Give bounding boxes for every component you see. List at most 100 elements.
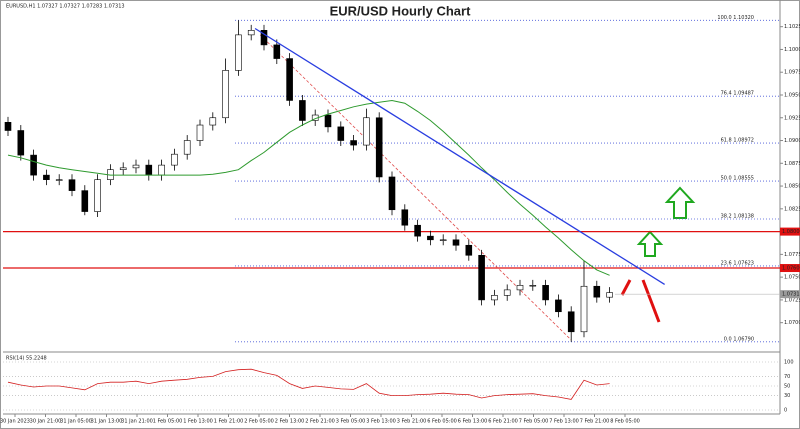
candle-body — [414, 224, 421, 237]
candle-body — [94, 179, 101, 212]
candle-body — [299, 100, 306, 121]
fib-label: 50.0 1.08555 — [721, 176, 754, 182]
candle-body — [158, 164, 165, 176]
candle-body — [439, 239, 447, 241]
fib-label: 23.6 1.07623 — [721, 260, 754, 266]
candle-body — [567, 311, 575, 333]
candle-body — [119, 167, 127, 170]
fib-label: 100.0 1.10320 — [717, 15, 754, 21]
up-arrow — [664, 186, 696, 219]
candle-body — [388, 176, 396, 211]
candle-body — [247, 30, 255, 36]
candle-body — [491, 295, 498, 301]
candle-body — [171, 153, 178, 166]
moving-average — [7, 99, 610, 276]
candle-body — [427, 235, 434, 241]
rsi-label: RSI(14) 55.2248 — [6, 356, 47, 362]
x-tick-label: 7 Feb 21:00 — [580, 419, 610, 425]
rsi-tick-label: 100 — [784, 360, 794, 366]
candle-body — [183, 140, 191, 155]
up-arrow — [636, 230, 664, 257]
candle-body — [235, 34, 242, 71]
chart-title: EUR/USD Hourly Chart — [330, 3, 472, 18]
dashed-line — [259, 34, 572, 341]
y-tick-label: 1.07500 — [784, 275, 800, 281]
candle-body — [401, 209, 409, 226]
x-tick-label: 3 Feb 21:00 — [397, 419, 427, 425]
candle-body — [4, 122, 12, 131]
x-tick-label: 31 Jan 13:00 — [91, 419, 123, 425]
candle-body — [209, 117, 217, 126]
candle-body — [478, 254, 485, 301]
y-tick-label: 1.08750 — [784, 161, 800, 167]
fib-label: 76.4 1.09487 — [721, 91, 754, 97]
trendline — [254, 27, 665, 285]
y-tick-label: 1.07750 — [784, 252, 800, 258]
y-tick-label: 1.09250 — [784, 115, 800, 121]
red-level-label: 1.07600 — [782, 266, 800, 272]
y-tick-label: 1.09500 — [784, 92, 800, 98]
candle-body — [43, 174, 50, 180]
x-tick-label: 1 Feb 05:00 — [153, 419, 183, 425]
candle-body — [30, 154, 37, 176]
candle-body — [606, 292, 613, 298]
candle-body — [363, 117, 370, 146]
x-tick-label: 6 Feb 13:00 — [458, 419, 488, 425]
candle-body — [593, 285, 601, 298]
y-tick-label: 1.07250 — [784, 297, 800, 303]
candle-body — [452, 239, 460, 246]
x-tick-label: 6 Feb 21:00 — [488, 419, 518, 425]
x-tick-label: 3 Feb 05:00 — [336, 419, 366, 425]
candle-body — [222, 70, 229, 119]
candle-body — [465, 244, 473, 256]
x-tick-label: 1 Feb 21:00 — [214, 419, 244, 425]
candle-body — [580, 285, 588, 333]
price-box — [780, 290, 800, 299]
last-price-label: 1.07313 — [782, 292, 800, 298]
x-tick-label: 8 Feb 05:00 — [610, 419, 640, 425]
candle-body — [542, 285, 549, 301]
fib-label: 0.0 1.06790 — [724, 336, 754, 342]
candle-body — [132, 164, 140, 169]
rsi-tick-label: 30 — [784, 393, 790, 399]
x-tick-label: 7 Feb 05:00 — [519, 419, 549, 425]
y-tick-label: 1.09750 — [784, 70, 800, 76]
candle-body — [17, 130, 25, 156]
x-tick-label: 3 Feb 13:00 — [366, 419, 396, 425]
price-box — [780, 227, 800, 236]
red-arrow — [641, 279, 661, 323]
candle-body — [555, 299, 562, 313]
candle-body — [196, 124, 204, 141]
fib-label: 38.2 1.08138 — [721, 214, 754, 220]
rsi-tick-label: 70 — [784, 374, 790, 380]
x-tick-label: 31 Jan 05:00 — [60, 419, 92, 425]
y-tick-label: 1.08500 — [784, 184, 800, 190]
red-arrow — [620, 279, 632, 296]
header: EURUSD,H1 1.07327 1.07327 1.07283 1.0731… — [6, 4, 125, 10]
y-tick-label: 1.09000 — [784, 138, 800, 144]
red-level-label: 1.08000 — [782, 229, 800, 235]
candle-body — [529, 285, 537, 287]
x-tick-label: 2 Feb 13:00 — [275, 419, 305, 425]
candle-body — [516, 285, 524, 291]
x-tick-label: 31 Jan 21:00 — [121, 419, 153, 425]
y-tick-label: 1.10000 — [784, 47, 800, 53]
y-tick-label: 1.10250 — [784, 24, 800, 30]
fib-label: 61.8 1.08972 — [721, 138, 754, 144]
x-tick-label: 7 Feb 13:00 — [549, 419, 579, 425]
candle-body — [81, 190, 89, 212]
rsi-line — [7, 368, 610, 400]
candle-body — [375, 117, 383, 178]
candle-body — [286, 58, 293, 101]
candle-body — [68, 179, 76, 191]
x-tick-label: 2 Feb 05:00 — [244, 419, 274, 425]
y-tick-label: 1.08250 — [784, 206, 800, 212]
candle-body — [260, 30, 268, 46]
candle-body — [503, 289, 511, 296]
rsi-tick-label: 50 — [784, 384, 790, 390]
y-tick-label: 1.07000 — [784, 320, 800, 326]
candle-body — [145, 164, 153, 176]
price-box — [780, 264, 800, 273]
